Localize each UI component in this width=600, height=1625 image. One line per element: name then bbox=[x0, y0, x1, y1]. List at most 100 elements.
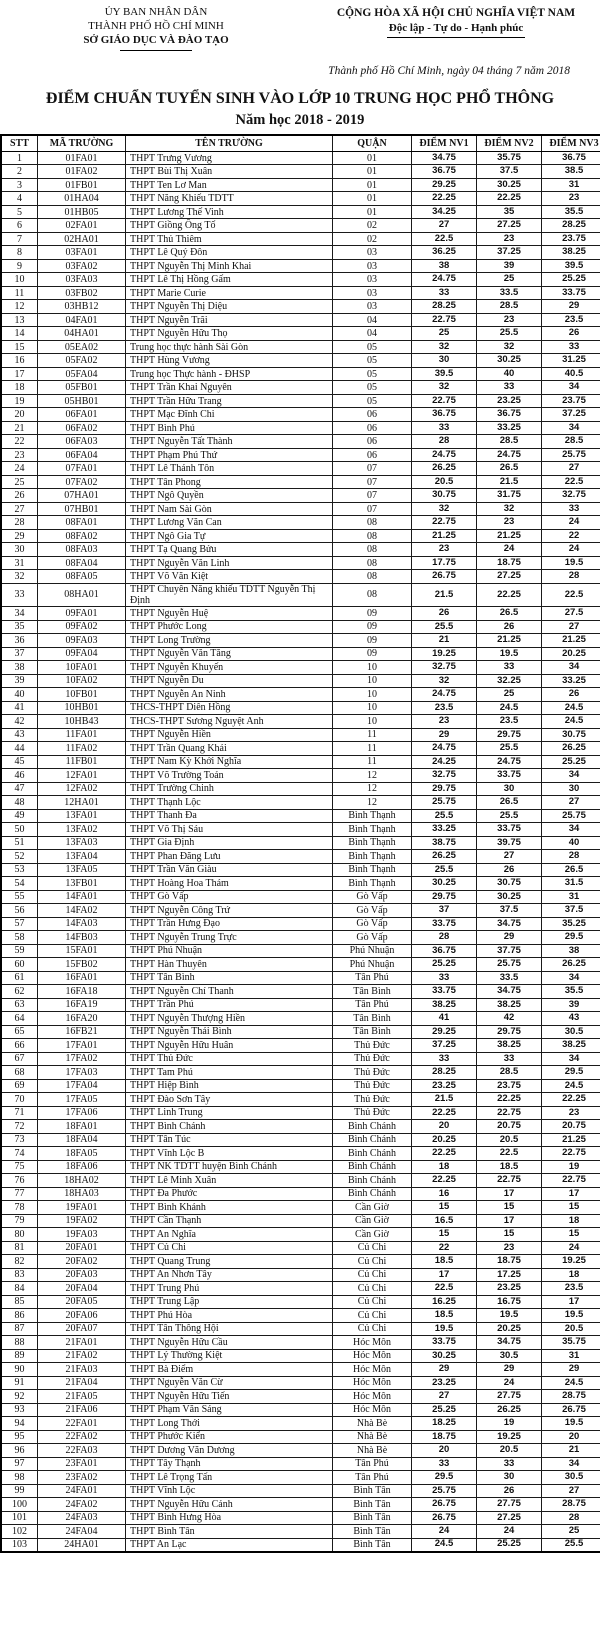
cell-district: 01 bbox=[332, 191, 412, 206]
cell-stt: 17 bbox=[0, 366, 38, 382]
cell-nv1: 33 bbox=[411, 420, 477, 436]
cell-name: THPT Lê Minh Xuân bbox=[125, 1173, 333, 1188]
cell-nv1: 18.5 bbox=[411, 1254, 477, 1269]
table-row: 76 18HA02 THPT Lê Minh Xuân Bình Chánh 22.25… bbox=[0, 1173, 600, 1188]
cell-district: Bình Tân bbox=[332, 1524, 412, 1539]
cell-nv1: 20.5 bbox=[411, 474, 477, 490]
cell-stt: 38 bbox=[0, 660, 38, 675]
table-row: 48 12HA01 THPT Thạnh Lộc 12 25.75 26.5 27 bbox=[0, 795, 600, 810]
cell-name: THPT Trần Hữu Trang bbox=[125, 393, 333, 409]
cell-stt: 1 bbox=[0, 150, 38, 166]
cell-code: 09FA01 bbox=[37, 606, 126, 621]
cell-code: 13FA04 bbox=[37, 849, 126, 864]
cell-nv3: 40 bbox=[541, 835, 600, 851]
cell-stt: 5 bbox=[0, 204, 38, 220]
cell-stt: 78 bbox=[0, 1200, 38, 1215]
cell-nv1: 21.5 bbox=[411, 1092, 477, 1107]
cell-name: THPT Nguyễn Thượng Hiền bbox=[125, 1011, 333, 1026]
cell-district: Củ Chi bbox=[332, 1308, 412, 1323]
cell-nv1: 25.75 bbox=[411, 795, 477, 810]
cell-code: 21FA04 bbox=[37, 1375, 126, 1391]
cell-nv2: 34.75 bbox=[476, 916, 542, 932]
cell-name: THPT Phước Kiển bbox=[125, 1429, 333, 1445]
cell-code: 08FA05 bbox=[37, 569, 126, 584]
cell-nv2: 24 bbox=[476, 1375, 542, 1391]
cell-name: THPT Đa Phước bbox=[125, 1186, 333, 1202]
cell-name: THPT Trung Phú bbox=[125, 1281, 333, 1296]
cell-district: Gò Vấp bbox=[332, 889, 412, 905]
cell-district: Tân Bình bbox=[332, 1024, 412, 1040]
cell-name: THPT Nguyễn Hữu Tiến bbox=[125, 1389, 333, 1404]
cell-nv1: 33 bbox=[411, 1456, 477, 1472]
table-row: 51 13FA03 THPT Gia Định Bình Thạnh 38.75 39.7… bbox=[0, 835, 600, 851]
cell-code: 20FA07 bbox=[37, 1321, 126, 1337]
cell-code: 14FA03 bbox=[37, 916, 126, 932]
cell-stt: 7 bbox=[0, 231, 38, 247]
cell-name: THPT An Nghĩa bbox=[125, 1227, 333, 1242]
cell-nv2: 33 bbox=[476, 380, 542, 395]
table-row: 10 03FA03 THPT Lê Thị Hồng Gấm 03 24.75 25 25.… bbox=[0, 272, 600, 287]
cell-nv3: 34 bbox=[541, 660, 600, 675]
cell-district: Tân Phú bbox=[332, 997, 412, 1013]
cell-district: 01 bbox=[332, 164, 412, 179]
cell-nv1: 24.75 bbox=[411, 687, 477, 702]
cell-district: 09 bbox=[332, 619, 412, 635]
cell-name: THPT Tân Phong bbox=[125, 474, 333, 490]
cell-nv2: 33.75 bbox=[476, 822, 542, 837]
cell-code: 21FA02 bbox=[37, 1348, 126, 1364]
cell-stt: 45 bbox=[0, 754, 38, 770]
cell-nv1: 24.5 bbox=[411, 1537, 477, 1553]
cell-name: THPT Vĩnh Lộc bbox=[125, 1483, 333, 1499]
cell-stt: 19 bbox=[0, 393, 38, 409]
cell-nv1: 23.5 bbox=[411, 700, 477, 716]
cell-code: 02HA01 bbox=[37, 231, 126, 247]
cell-stt: 75 bbox=[0, 1159, 38, 1175]
cell-name: THPT Phạm Văn Sáng bbox=[125, 1402, 333, 1418]
cell-nv3: 34 bbox=[541, 1456, 600, 1472]
cell-nv3: 17 bbox=[541, 1186, 600, 1202]
cell-code: 19FA02 bbox=[37, 1213, 126, 1229]
cell-name: THPT Tân Bình bbox=[125, 970, 333, 986]
cell-stt: 27 bbox=[0, 501, 38, 517]
cell-nv2: 25.5 bbox=[476, 741, 542, 756]
cell-code: 13FA05 bbox=[37, 862, 126, 878]
cell-nv3: 34 bbox=[541, 822, 600, 837]
cell-district: 06 bbox=[332, 434, 412, 449]
cell-name: THPT Quang Trung bbox=[125, 1254, 333, 1269]
cell-district: Bình Chánh bbox=[332, 1119, 412, 1134]
cell-code: 18HA03 bbox=[37, 1186, 126, 1202]
cell-stt: 73 bbox=[0, 1132, 38, 1148]
cell-name: THPT Nguyễn Hữu Cảnh bbox=[125, 1497, 333, 1512]
cell-name: THPT Nguyễn Công Trứ bbox=[125, 903, 333, 918]
cell-code: 24FA02 bbox=[37, 1497, 126, 1512]
cell-nv2: 35 bbox=[476, 204, 542, 220]
cell-code: 16FA20 bbox=[37, 1011, 126, 1026]
cell-district: Bình Thạnh bbox=[332, 822, 412, 837]
cell-code: 21FA05 bbox=[37, 1389, 126, 1404]
cell-district: 03 bbox=[332, 272, 412, 287]
cell-stt: 69 bbox=[0, 1078, 38, 1094]
cell-nv3: 24.5 bbox=[541, 700, 600, 716]
cell-nv1: 16.25 bbox=[411, 1294, 477, 1310]
table-row: 70 17FA05 THPT Đào Sơn Tây Thủ Đức 21.5 22.25… bbox=[0, 1092, 600, 1107]
cell-nv1: 29.25 bbox=[411, 177, 477, 193]
cell-name: THPT Nguyễn Huệ bbox=[125, 606, 333, 621]
cell-district: Thủ Đức bbox=[332, 1105, 412, 1121]
cell-nv2: 22.75 bbox=[476, 1173, 542, 1188]
cell-district: Củ Chi bbox=[332, 1281, 412, 1296]
table-row: 7 02HA01 THPT Thủ Thiêm 02 22.5 23 23.75 bbox=[0, 231, 600, 247]
cell-nv2: 35.75 bbox=[476, 150, 542, 166]
cell-district: 11 bbox=[332, 741, 412, 756]
cell-nv3: 18 bbox=[541, 1213, 600, 1229]
cell-nv2: 20.75 bbox=[476, 1119, 542, 1134]
cell-nv2: 25.5 bbox=[476, 326, 542, 341]
cell-stt: 21 bbox=[0, 420, 38, 436]
cell-name: THPT Nguyễn Văn Cừ bbox=[125, 1375, 333, 1391]
document-title-line-1: ĐIỂM CHUẨN TUYỂN SINH VÀO LỚP 10 TRUNG H… bbox=[45, 90, 555, 108]
cell-nv2: 26.25 bbox=[476, 1402, 542, 1418]
cell-nv1: 19.5 bbox=[411, 1321, 477, 1337]
cell-nv2: 30 bbox=[476, 1470, 542, 1485]
cell-stt: 62 bbox=[0, 984, 38, 999]
table-row: 85 20FA05 THPT Trung Lập Củ Chi 16.25 16.75 17 bbox=[0, 1294, 600, 1310]
cell-name: THPT Nguyễn Chí Thanh bbox=[125, 984, 333, 999]
